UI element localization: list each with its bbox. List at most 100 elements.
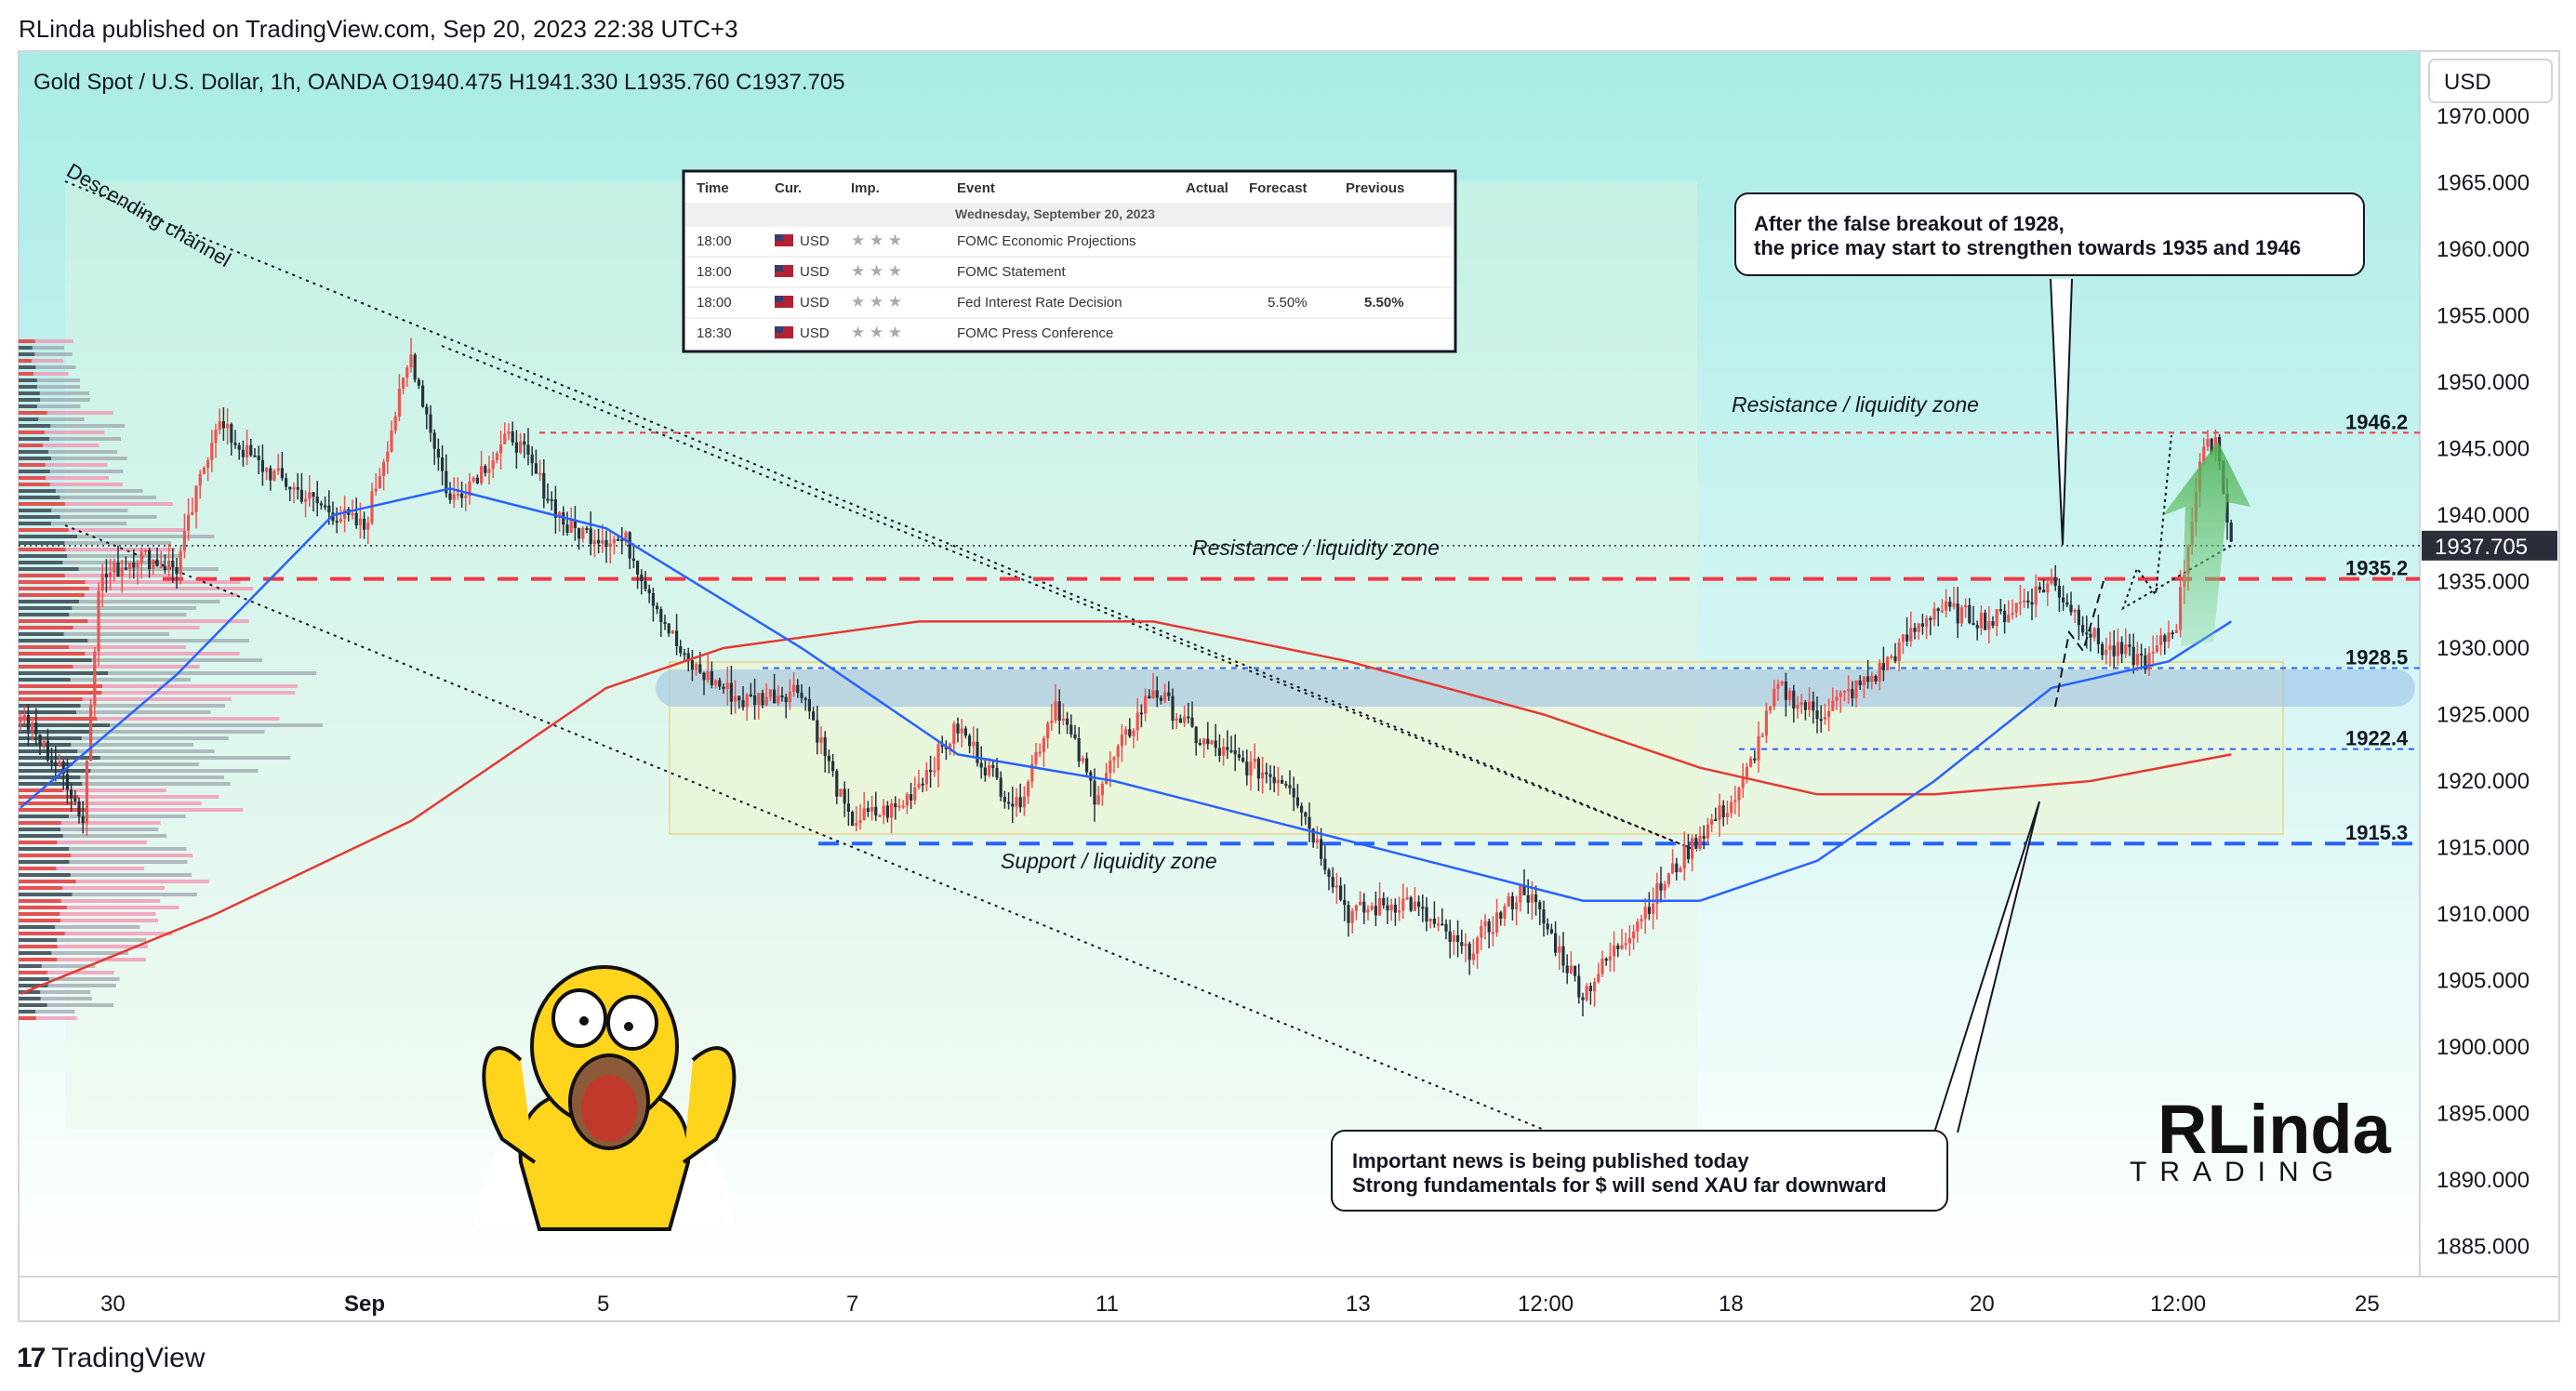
- candle-body: [1858, 680, 1862, 685]
- candle-body: [285, 478, 288, 487]
- candle-body: [61, 762, 65, 775]
- price-tick: 1950.000: [2437, 370, 2530, 395]
- candle-body: [19, 720, 22, 722]
- volume-bar-core: [19, 496, 60, 499]
- candle-body: [1534, 894, 1538, 903]
- volume-bar-core: [19, 352, 35, 356]
- candle-body: [487, 469, 491, 473]
- bottom-callout: Important news is being published today …: [1331, 801, 2040, 1212]
- candle-body: [725, 682, 729, 689]
- candle-body: [924, 770, 928, 785]
- candle-body: [312, 492, 315, 497]
- candle-body: [409, 354, 413, 368]
- volume-bar: [19, 782, 231, 786]
- candle-body: [816, 720, 819, 743]
- candle-body: [1671, 863, 1675, 874]
- candle-body: [1682, 845, 1686, 868]
- candle-body: [1187, 716, 1190, 719]
- candle-body: [885, 805, 889, 818]
- volume-bar-core: [19, 593, 85, 597]
- candle-body: [1851, 689, 1854, 699]
- volume-bar: [19, 593, 238, 597]
- volume-bar-core: [19, 730, 93, 734]
- candle-body: [913, 787, 917, 801]
- candle-body: [1526, 894, 1530, 903]
- volume-bar: [19, 346, 65, 350]
- candle-body: [269, 468, 272, 481]
- volume-bar-core: [19, 463, 46, 467]
- ma-fast-line: [20, 487, 2232, 902]
- footer-brand[interactable]: 17 TradingView: [17, 1343, 205, 1374]
- volume-bar-core: [19, 554, 68, 558]
- support-label: Support / liquidity zone: [1001, 849, 1217, 873]
- volume-bar-core: [19, 938, 58, 942]
- candle-body: [757, 693, 761, 706]
- volume-bar-core: [19, 632, 64, 636]
- candle-body: [1998, 609, 2002, 612]
- channel-upper-line: [441, 345, 1698, 852]
- candle-body: [1519, 885, 1522, 903]
- candle-body: [417, 379, 420, 386]
- candle-body: [1773, 688, 1776, 707]
- volume-bar: [19, 775, 225, 779]
- candle-body: [1350, 910, 1354, 923]
- candle-body: [1647, 907, 1651, 914]
- candle-body: [1069, 724, 1073, 735]
- candle-body: [1878, 663, 1881, 682]
- time-axis: 30 Sep 5 7 11 13 12:00 18 20 12:00 25: [100, 1292, 2380, 1317]
- candle-body: [1542, 908, 1546, 924]
- candle-body: [1757, 735, 1760, 761]
- candle-body: [511, 431, 514, 443]
- candle-body: [1217, 748, 1221, 756]
- candle-body: [988, 764, 991, 775]
- candle-body: [1374, 906, 1377, 916]
- volume-bar: [19, 977, 120, 981]
- price-tick: 1965.000: [2437, 171, 2530, 196]
- candle-body: [1936, 608, 1940, 612]
- candle-body: [187, 514, 191, 531]
- volume-bar-core: [19, 808, 86, 812]
- price-chart[interactable]: Gold Spot / U.S. Dollar, 1h, OANDA O1940…: [0, 0, 2576, 1339]
- candle-body: [1760, 735, 1764, 737]
- candle-body: [796, 684, 800, 693]
- candle-body: [1378, 897, 1382, 916]
- candle-body: [874, 806, 878, 816]
- volume-bar: [19, 600, 220, 603]
- volume-bar-core: [19, 587, 89, 590]
- volume-bar-core: [19, 489, 56, 493]
- candle-body: [976, 741, 979, 763]
- grid: [19, 545, 2420, 547]
- candle-body: [237, 444, 241, 450]
- candle-body: [495, 453, 498, 460]
- candle-body: [608, 543, 612, 547]
- volume-bar: [19, 821, 161, 825]
- level-label: 1946.2: [2345, 410, 2408, 433]
- volume-bar-core: [19, 378, 37, 382]
- candle-body: [956, 723, 960, 734]
- candle-body: [159, 566, 163, 569]
- volume-bar: [19, 665, 200, 669]
- candle-body: [963, 728, 967, 736]
- candle-body: [1730, 801, 1733, 814]
- candle-body: [1538, 902, 1542, 909]
- calendar-currency: USD: [800, 233, 830, 249]
- scared-character-illustration: [474, 965, 737, 1231]
- currency-button[interactable]: USD: [2428, 59, 2553, 103]
- candle-body: [202, 468, 206, 474]
- candle-body: [729, 682, 733, 702]
- candle-body: [780, 695, 784, 697]
- candle-body: [1288, 785, 1292, 788]
- candle-body: [382, 461, 386, 477]
- candle-body: [803, 697, 807, 700]
- volume-bar-core: [19, 847, 70, 851]
- volume-bar: [19, 671, 317, 675]
- candle-body: [139, 551, 143, 563]
- candle-body: [1905, 634, 1909, 642]
- candle-body: [710, 671, 713, 685]
- candle-body: [1987, 621, 1991, 630]
- time-tick: 13: [1346, 1292, 1371, 1317]
- candle-body: [534, 463, 538, 474]
- candle-body: [960, 728, 963, 734]
- volume-bar: [19, 847, 187, 851]
- calendar-event: Fed Interest Rate Decision: [957, 295, 1122, 311]
